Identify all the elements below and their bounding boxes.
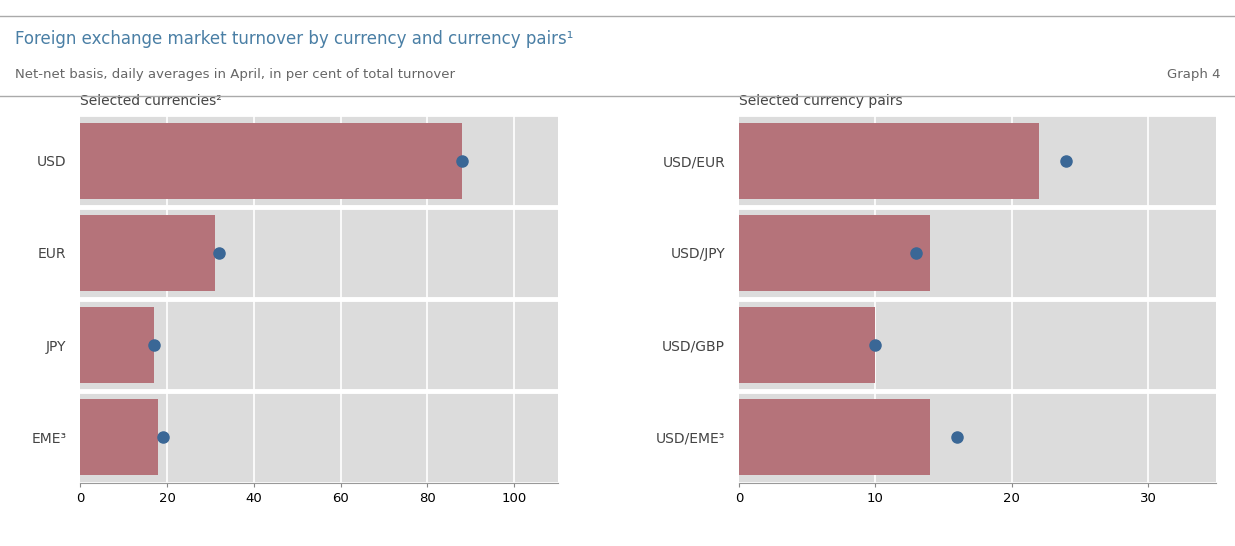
Bar [80, 123, 462, 199]
Bar [739, 399, 930, 475]
Bar [739, 215, 930, 290]
Text: Selected currency pairs: Selected currency pairs [739, 94, 903, 108]
Bar [739, 123, 1039, 199]
Bar [739, 307, 876, 383]
Bar [80, 215, 215, 290]
Bar [80, 399, 158, 475]
Text: Graph 4: Graph 4 [1167, 68, 1220, 81]
Text: Net-net basis, daily averages in April, in per cent of total turnover: Net-net basis, daily averages in April, … [15, 68, 454, 81]
Text: Foreign exchange market turnover by currency and currency pairs¹: Foreign exchange market turnover by curr… [15, 30, 573, 48]
Bar [80, 307, 154, 383]
Text: Selected currencies²: Selected currencies² [80, 94, 222, 108]
